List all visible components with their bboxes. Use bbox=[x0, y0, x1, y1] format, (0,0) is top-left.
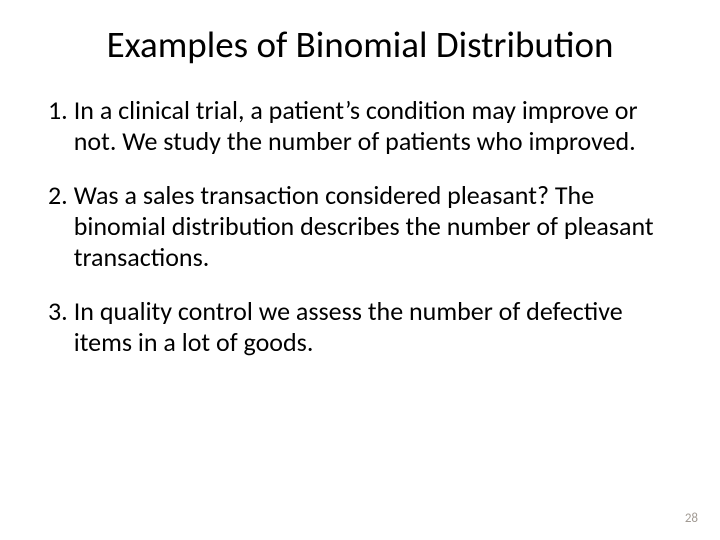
page-number: 28 bbox=[685, 511, 698, 526]
list-item-number: 1. bbox=[48, 95, 74, 156]
list-item-number: 3. bbox=[48, 296, 74, 357]
list-item-text: In a clinical trial, a patient’s conditi… bbox=[74, 95, 676, 156]
slide-title: Examples of Binomial Distribution bbox=[44, 22, 676, 67]
slide: Examples of Binomial Distribution 1. In … bbox=[0, 0, 720, 540]
list-item-text: In quality control we assess the number … bbox=[74, 296, 676, 357]
list-item-text: Was a sales transaction considered pleas… bbox=[74, 180, 676, 272]
list-item: 1. In a clinical trial, a patient’s cond… bbox=[48, 95, 676, 156]
list-item: 3. In quality control we assess the numb… bbox=[48, 296, 676, 357]
example-list: 1. In a clinical trial, a patient’s cond… bbox=[44, 95, 676, 358]
list-item: 2. Was a sales transaction considered pl… bbox=[48, 180, 676, 272]
list-item-number: 2. bbox=[48, 180, 74, 272]
